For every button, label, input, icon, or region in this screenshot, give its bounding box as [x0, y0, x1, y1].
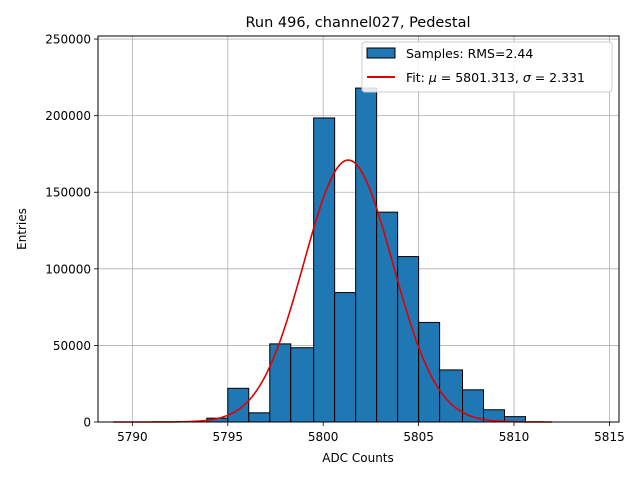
- legend-histogram-swatch: [366, 47, 396, 59]
- x-axis-ticks: 5790 5795 5800 5805 5810 5815: [117, 422, 625, 444]
- legend-fit-label: Fit: μ = 5801.313, σ = 2.331: [406, 70, 585, 85]
- histogram-bar: [290, 347, 315, 423]
- axes-frame: [97, 35, 620, 423]
- histogram-bar: [313, 117, 336, 423]
- y-tick-label: 250000: [45, 33, 91, 47]
- y-tick-label: 50000: [53, 339, 91, 353]
- x-tick-label: 5795: [212, 430, 243, 444]
- histogram-bar: [334, 292, 357, 423]
- y-tick-label: 0: [83, 416, 91, 430]
- x-tick-label: 5790: [117, 430, 148, 444]
- y-axis-ticks: 0 50000 100000 150000 200000 250000: [45, 33, 98, 430]
- legend-histogram-label: Samples: RMS=2.44: [406, 46, 533, 61]
- histogram-bar: [248, 412, 271, 423]
- histogram-bars: [206, 87, 526, 423]
- x-axis-label: ADC Counts: [322, 451, 394, 465]
- legend-box: [361, 41, 613, 93]
- y-tick-label: 150000: [45, 186, 91, 200]
- legend: Samples: RMS=2.44 Fit: μ = 5801.313, σ =…: [361, 41, 613, 93]
- x-tick-label: 5805: [403, 430, 434, 444]
- y-axis-label: Entries: [15, 208, 29, 250]
- chart-title: Run 496, channel027, Pedestal: [245, 15, 470, 31]
- y-tick-label: 100000: [45, 262, 91, 276]
- y-tick-label: 200000: [45, 109, 91, 123]
- x-tick-label: 5815: [594, 430, 625, 444]
- histogram-bar: [269, 343, 292, 423]
- x-tick-label: 5800: [308, 430, 339, 444]
- x-tick-label: 5810: [499, 430, 530, 444]
- histogram-bar: [355, 87, 378, 423]
- histogram-bar: [227, 387, 250, 423]
